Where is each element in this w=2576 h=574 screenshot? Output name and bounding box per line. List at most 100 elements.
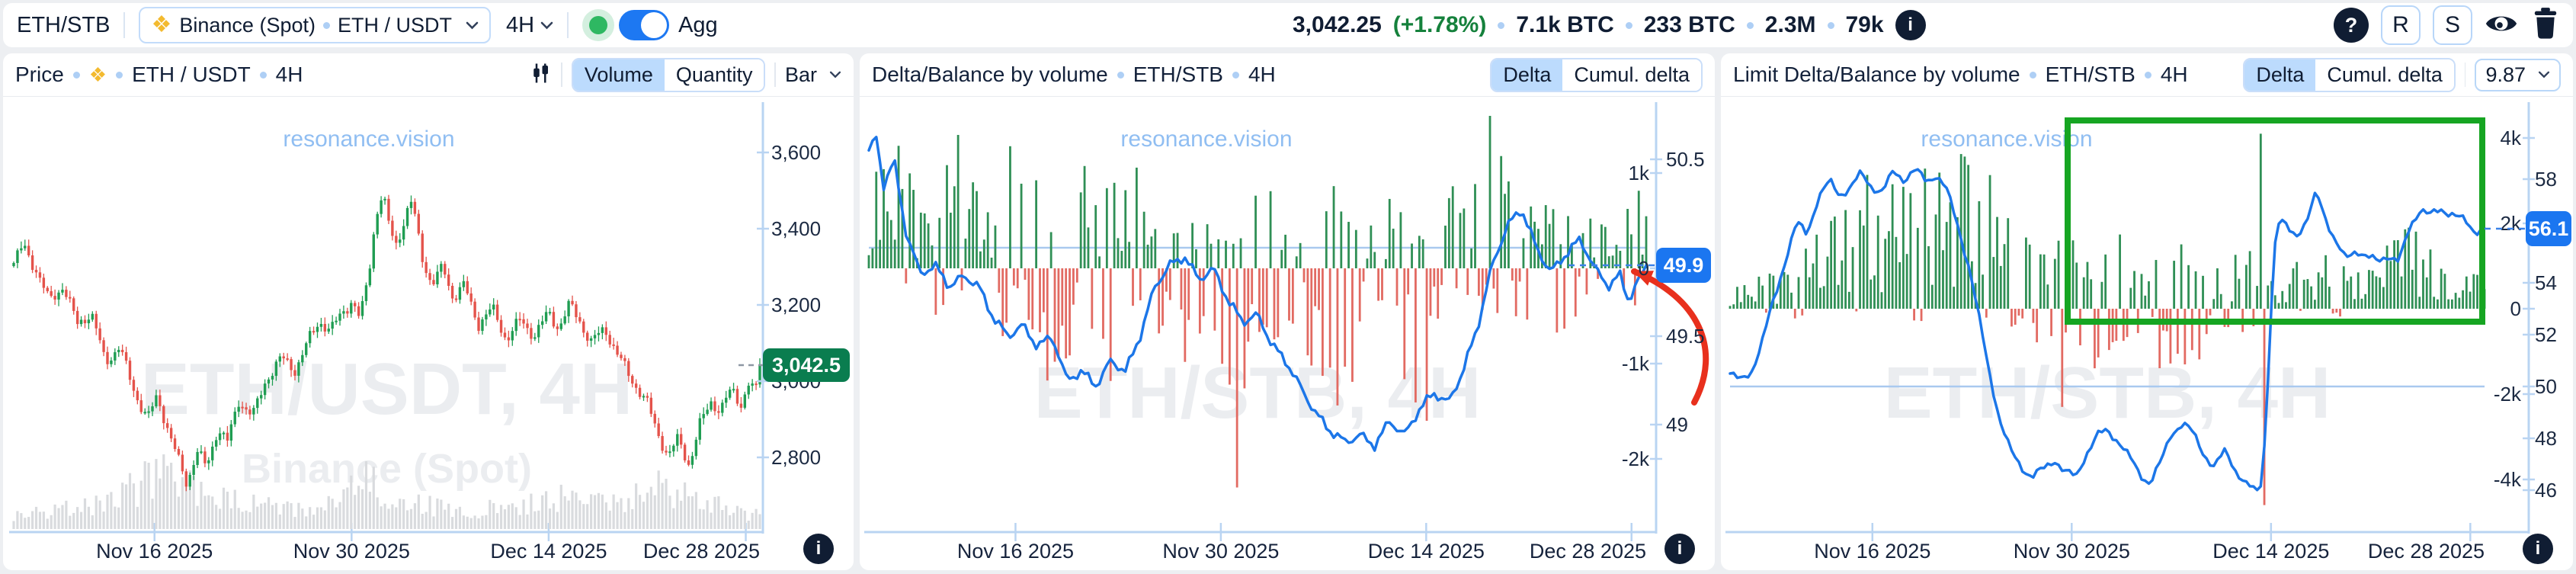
svg-text:Dec 14 2025: Dec 14 2025 — [2212, 540, 2329, 563]
chevron-down-icon — [540, 21, 553, 30]
last-price: 3,042.25 — [1293, 12, 1382, 37]
candlestick-chart-icon[interactable] — [529, 62, 552, 88]
svg-text:Nov 16 2025: Nov 16 2025 — [1814, 540, 1930, 563]
info-icon[interactable]: i — [803, 534, 834, 564]
toggle-option-volume[interactable]: Volume — [572, 59, 665, 91]
svg-text:52: 52 — [2535, 323, 2557, 346]
help-icon[interactable]: ? — [2334, 8, 2369, 43]
dot-separator — [1117, 71, 1124, 79]
svg-text:Dec 28 2025: Dec 28 2025 — [2368, 540, 2485, 563]
svg-text:2,800: 2,800 — [771, 446, 821, 469]
svg-text:Nov 30 2025: Nov 30 2025 — [1162, 540, 1279, 563]
price-chart-svg: resonance.vision ETH/USDT, 4H Binance (Spo… — [9, 102, 850, 563]
dot-separator — [116, 71, 123, 79]
dot-separator — [322, 21, 330, 29]
svg-text:50.5: 50.5 — [1666, 148, 1705, 171]
svg-text:54: 54 — [2535, 271, 2557, 294]
dot-separator — [1827, 21, 1834, 29]
exchange-symbol-selector[interactable]: ❖ Binance (Spot) ETH / USDT — [139, 7, 491, 43]
binance-logo-icon: ❖ — [151, 12, 172, 37]
dot-separator — [72, 71, 80, 79]
svg-text:resonance.vision: resonance.vision — [1921, 127, 2092, 152]
svg-text:58: 58 — [2535, 168, 2557, 191]
chevron-down-icon — [466, 21, 479, 30]
panel-timeframe: 4H — [2160, 63, 2188, 86]
price-chart[interactable]: resonance.vision ETH/USDT, 4H Binance (Spo… — [3, 98, 854, 570]
info-icon[interactable]: i — [2523, 534, 2553, 564]
pair-label: ETH/STB — [17, 12, 111, 37]
delta-chart[interactable]: resonance.vision ETH/STB, 4H Nov 16 2025 No… — [860, 98, 1715, 570]
limit-delta-panel-header: Limit Delta/Balance by volume ETH/STB 4H… — [1721, 53, 2573, 97]
panel-title: Delta/Balance by volume — [872, 63, 1108, 86]
svg-text:56.1: 56.1 — [2529, 217, 2569, 240]
limit-delta-chart-svg: resonance.vision ETH/STB, 4H Nov 16 2025 No… — [1725, 102, 2571, 563]
chevron-down-icon — [829, 71, 841, 79]
bar-style-value: Bar — [784, 63, 817, 86]
separator — [2464, 63, 2466, 87]
svg-text:Dec 28 2025: Dec 28 2025 — [643, 540, 760, 563]
volume-base: 7.1k BTC — [1516, 12, 1614, 37]
exchange-name: Binance (Spot) — [179, 13, 316, 37]
delta-chart-svg: resonance.vision ETH/STB, 4H Nov 16 2025 No… — [864, 102, 1711, 563]
svg-text:0: 0 — [1639, 257, 1649, 280]
svg-text:3,600: 3,600 — [771, 141, 821, 164]
svg-text:4k: 4k — [2501, 127, 2522, 149]
timeframe-selector[interactable]: 4H — [506, 13, 553, 38]
binance-logo-icon: ❖ — [88, 63, 107, 86]
toggle-option-delta[interactable]: Delta — [1491, 59, 1563, 91]
dot-separator — [2029, 71, 2036, 79]
trash-icon[interactable] — [2530, 7, 2561, 44]
svg-text:-4k: -4k — [2494, 468, 2522, 491]
toggle-option-quantity[interactable]: Quantity — [664, 59, 764, 91]
separator — [123, 12, 126, 38]
toggle-option-cumul-delta[interactable]: Cumul. delta — [1562, 59, 1701, 91]
toggle-option-delta[interactable]: Delta — [2244, 59, 2316, 91]
visibility-eye-icon[interactable] — [2485, 7, 2518, 44]
delta-volume: 233 BTC — [1643, 12, 1735, 37]
svg-text:-2k: -2k — [2494, 383, 2522, 406]
delta-mode-toggle: Delta Cumul. delta — [2243, 57, 2456, 92]
svg-text:Nov 16 2025: Nov 16 2025 — [96, 540, 213, 563]
threshold-selector[interactable]: 9.87 — [2475, 58, 2561, 91]
symbol-name: ETH / USDT — [337, 13, 452, 37]
toggle-option-cumul-delta[interactable]: Cumul. delta — [2315, 59, 2454, 91]
svg-text:0: 0 — [2510, 297, 2521, 320]
svg-text:1k: 1k — [1629, 162, 1650, 184]
agg-toggle[interactable] — [619, 10, 670, 40]
svg-text:50: 50 — [2535, 375, 2557, 398]
panel-symbol: ETH/STB — [2045, 63, 2135, 86]
separator — [774, 63, 776, 87]
price-change: (+1.78%) — [1392, 12, 1487, 37]
svg-text:ETH/STB, 4H: ETH/STB, 4H — [1034, 352, 1482, 434]
svg-text:3,042.5: 3,042.5 — [772, 354, 841, 377]
separator — [561, 63, 562, 87]
volume-quantity-toggle: Volume Quantity — [571, 57, 766, 92]
dot-separator — [1625, 21, 1632, 29]
volume-quote: 2.3M — [1764, 12, 1816, 37]
svg-text:Nov 30 2025: Nov 30 2025 — [293, 540, 410, 563]
svg-text:-2k: -2k — [1622, 447, 1650, 470]
dot-separator — [259, 71, 267, 79]
svg-text:Binance (Spot): Binance (Spot) — [242, 446, 532, 492]
panel-timeframe: 4H — [1248, 63, 1276, 86]
reset-button[interactable]: R — [2381, 5, 2421, 45]
limit-delta-panel: Limit Delta/Balance by volume ETH/STB 4H… — [1721, 53, 2573, 570]
delta-panel-header: Delta/Balance by volume ETH/STB 4H Delta… — [860, 53, 1715, 97]
info-icon[interactable]: i — [1895, 10, 1926, 40]
save-button[interactable]: S — [2433, 5, 2472, 45]
panel-timeframe: 4H — [275, 63, 303, 86]
svg-text:3,200: 3,200 — [771, 293, 821, 316]
svg-text:ETH/USDT, 4H: ETH/USDT, 4H — [141, 348, 633, 430]
limit-delta-chart[interactable]: resonance.vision ETH/STB, 4H Nov 16 2025 No… — [1721, 98, 2573, 570]
bar-style-selector[interactable]: Bar — [785, 63, 841, 87]
timeframe-value: 4H — [506, 12, 535, 37]
panel-title: Limit Delta/Balance by volume — [1733, 63, 2020, 86]
trades-count: 79k — [1845, 12, 1884, 37]
svg-text:2k: 2k — [2501, 212, 2522, 235]
info-icon[interactable]: i — [1664, 534, 1695, 564]
dot-separator — [1232, 71, 1239, 79]
price-panel-header: Price ❖ ETH / USDT 4H Volume Quantity Ba… — [3, 53, 854, 97]
dot-separator — [1498, 21, 1505, 29]
svg-text:-1k: -1k — [1622, 352, 1650, 375]
svg-text:Dec 28 2025: Dec 28 2025 — [1530, 540, 1646, 563]
